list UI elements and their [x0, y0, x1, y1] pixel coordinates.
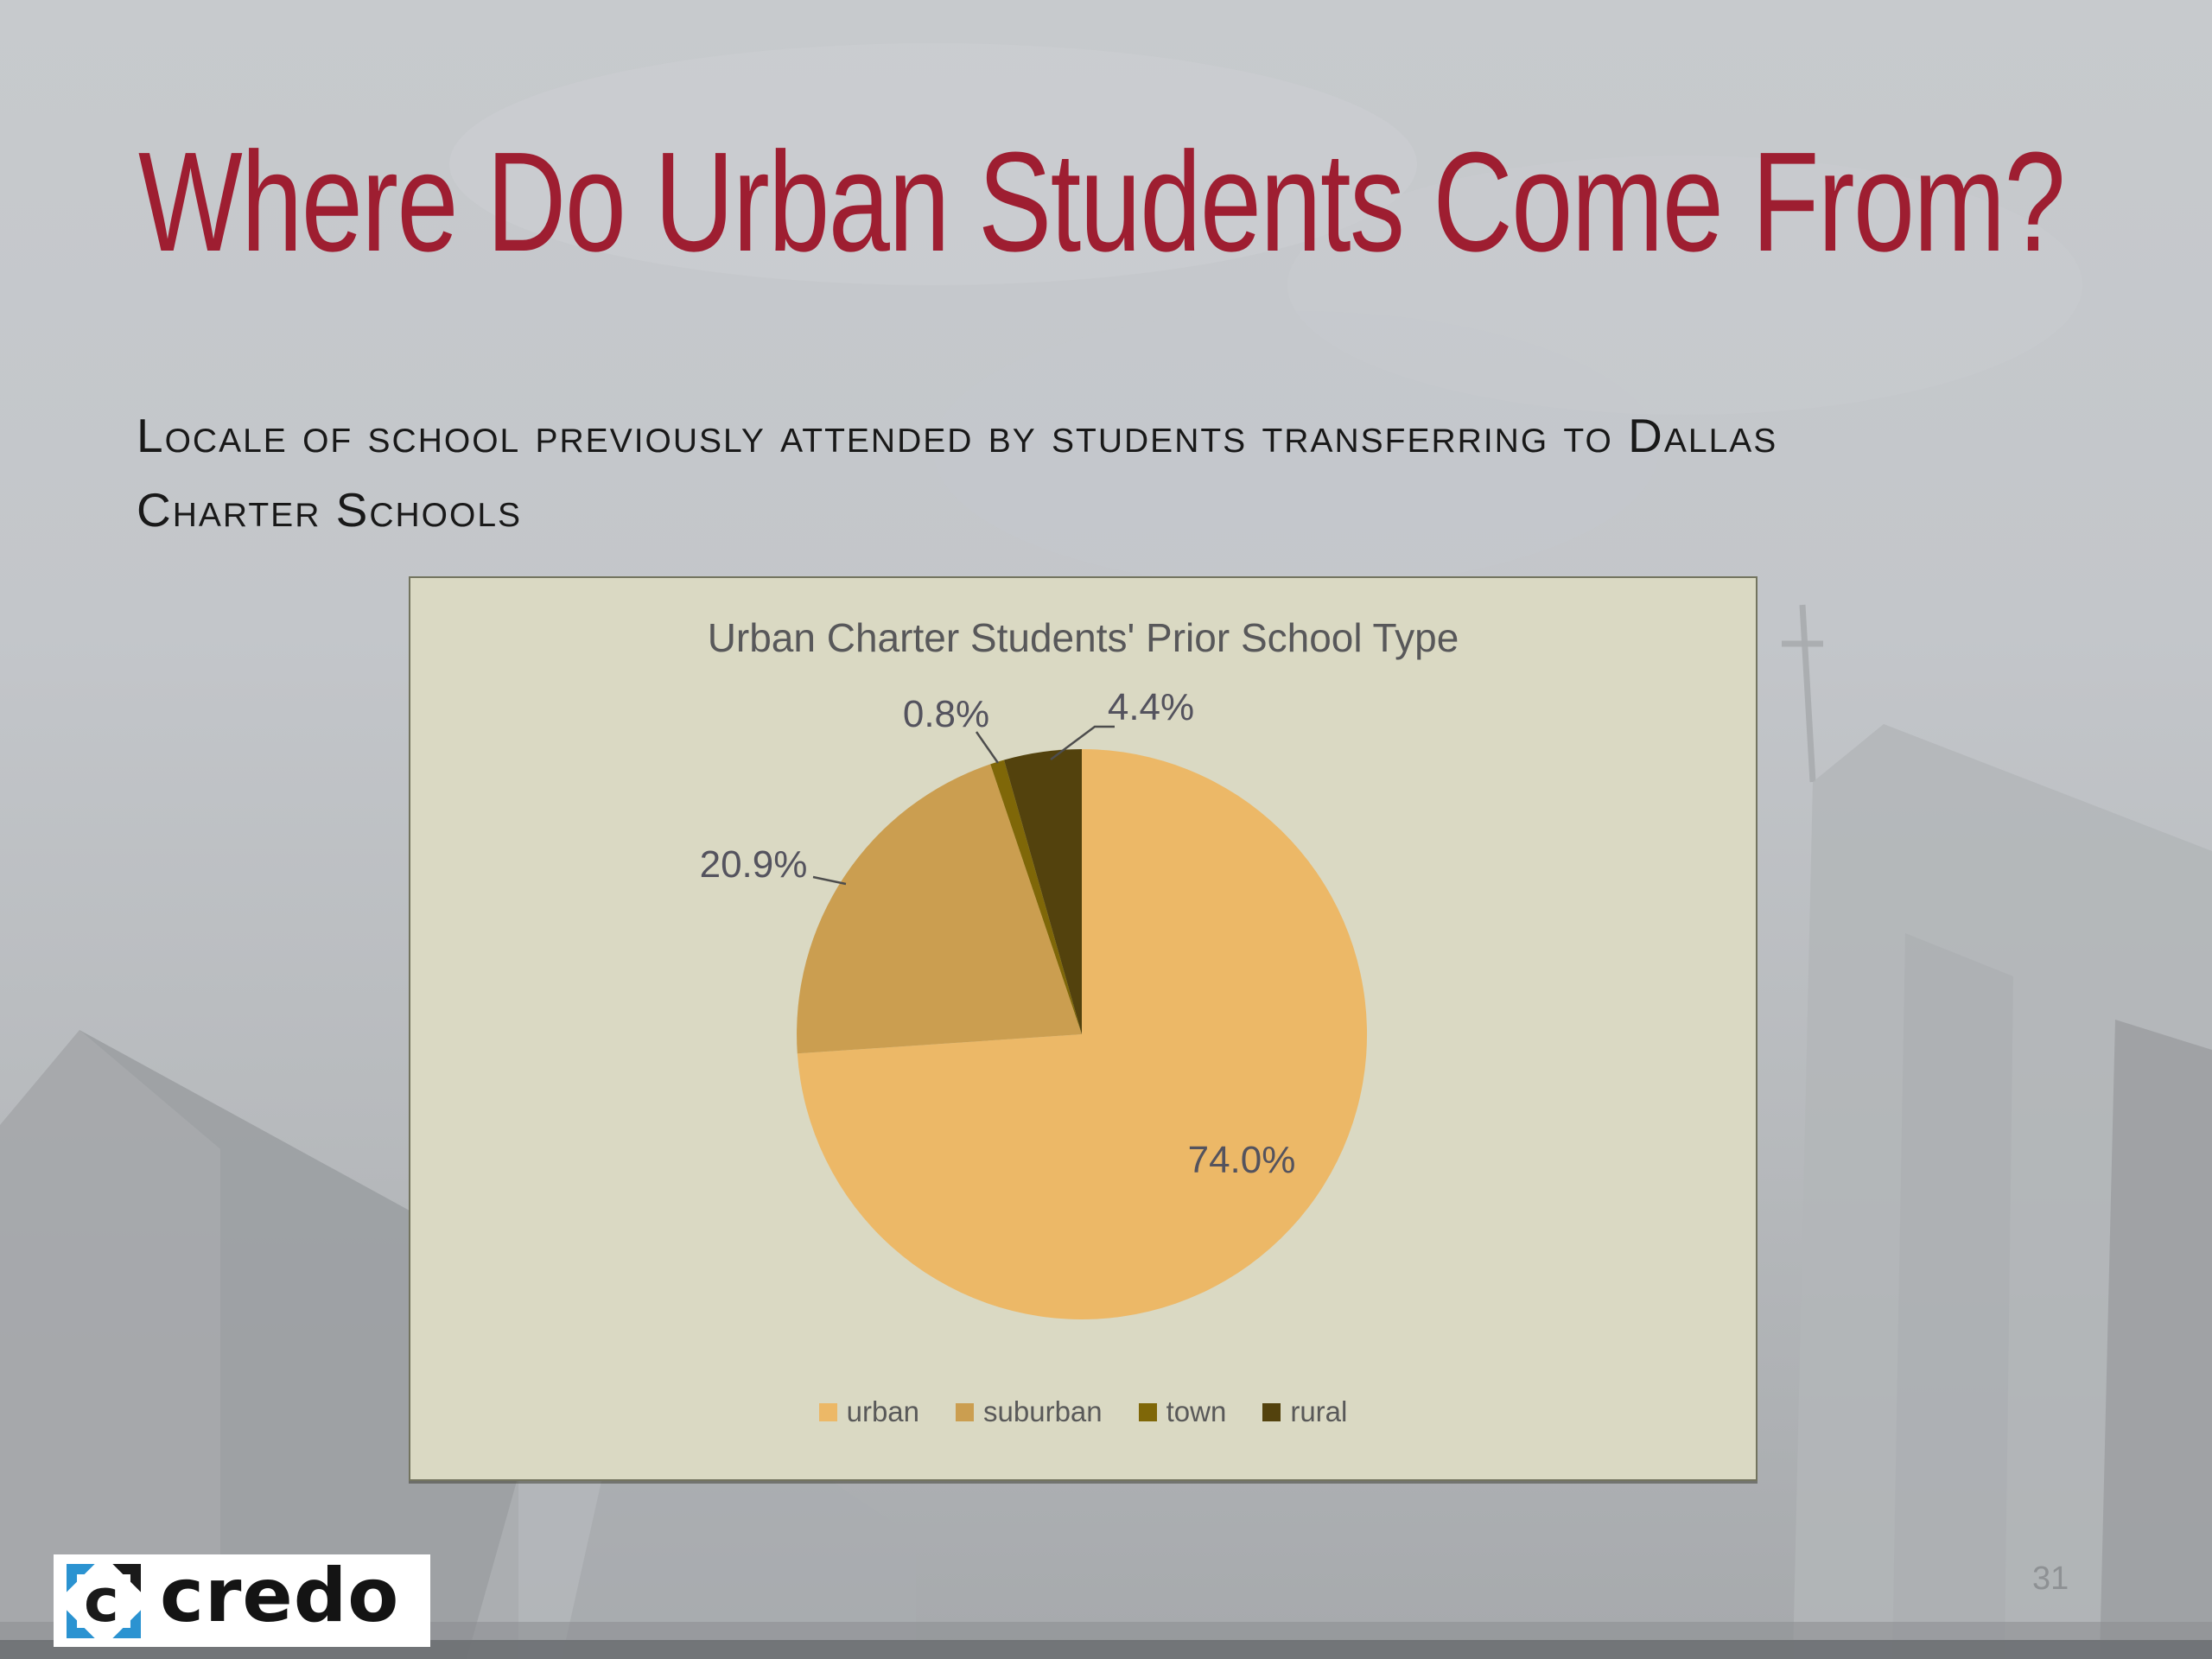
leader-line-rural	[1050, 725, 1115, 761]
legend-label-urban: urban	[846, 1395, 920, 1427]
legend-item-suburban: suburban	[956, 1395, 1103, 1428]
slide-subtitle-line2: Charter Schools	[137, 482, 523, 537]
pie-chart: 74.0% 20.9% 0.8% 4.4%	[700, 686, 1368, 1319]
slide-subtitle: Locale of school previously attended by …	[137, 399, 2089, 548]
pie-label-town: 0.8%	[903, 693, 989, 735]
legend-item-rural: rural	[1262, 1395, 1347, 1428]
pie-slice-urban	[797, 749, 1368, 1319]
leader-line-town	[975, 731, 1000, 764]
slide-title: Where Do Urban Students Come From?	[138, 123, 2066, 281]
credo-logo-text: credo	[160, 1552, 400, 1639]
page-number: 31	[2032, 1560, 2069, 1597]
pie-label-suburban: 20.9%	[700, 843, 808, 886]
legend-swatch-urban	[818, 1402, 837, 1421]
chart-title: Urban Charter Students' Prior School Typ…	[707, 615, 1459, 660]
svg-text:c: c	[84, 1567, 119, 1636]
legend-swatch-rural	[1262, 1402, 1281, 1421]
legend-swatch-town	[1138, 1402, 1157, 1421]
legend-item-town: town	[1138, 1395, 1227, 1428]
chart-legend: urban suburban town rural	[410, 1395, 1756, 1428]
pie-label-urban: 74.0%	[1188, 1139, 1296, 1181]
credo-logo-mark-icon: c	[67, 1563, 141, 1638]
legend-label-suburban: suburban	[983, 1395, 1103, 1427]
legend-label-rural: rural	[1290, 1395, 1348, 1427]
pie-slice-rural	[1004, 749, 1082, 1034]
legend-label-town: town	[1166, 1395, 1227, 1427]
leader-line-suburban	[812, 875, 847, 886]
pie-label-rural: 4.4%	[1108, 686, 1194, 728]
pie-slice-town	[990, 760, 1082, 1034]
pie-chart-panel: Urban Charter Students' Prior School Typ…	[409, 576, 1758, 1481]
pie-slice-suburban	[797, 764, 1082, 1054]
legend-swatch-suburban	[956, 1402, 975, 1421]
legend-item-urban: urban	[818, 1395, 920, 1428]
credo-logo: c credo	[54, 1554, 430, 1647]
slide-subtitle-line1: Locale of school previously attended by …	[137, 409, 1778, 462]
